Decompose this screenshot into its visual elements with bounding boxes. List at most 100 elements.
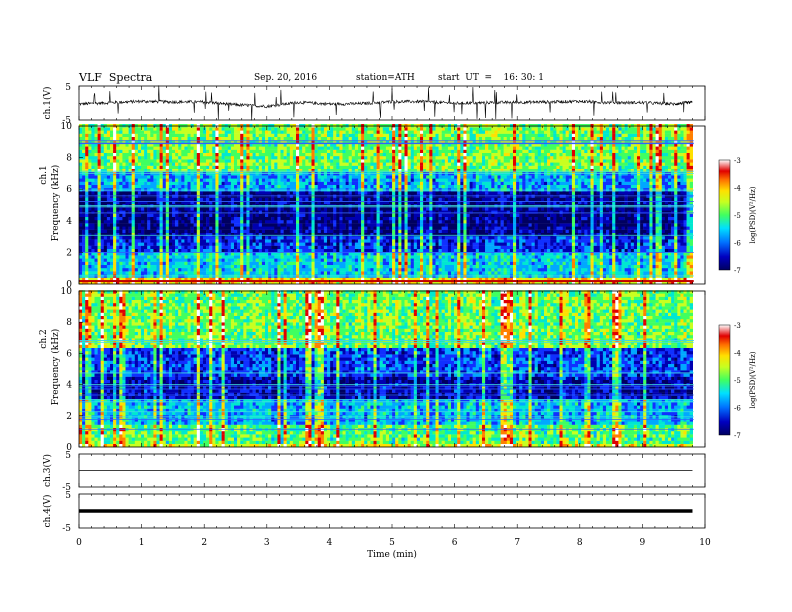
spectrogram-cell [423,271,427,275]
spectrogram-cell [184,229,188,233]
spectrogram-cell [596,220,600,224]
spectrogram-cell [265,236,269,240]
spectrogram-cell [649,188,653,192]
spectrogram-cell [178,213,185,217]
spectrogram-cell [168,248,173,253]
spectrogram-cell [265,271,269,275]
spectrogram-cell [103,258,108,262]
spectrogram-cell [522,229,529,233]
spectrogram-cell [544,245,548,249]
spectrogram-cell [674,216,678,221]
spectrogram-cell [373,191,377,195]
spectrogram-cell [141,220,145,224]
spectrogram-cell [435,264,439,269]
spectrogram-cell [289,242,294,246]
spectrogram-cell [128,248,132,253]
spectrogram-cell [193,271,197,275]
spectrogram-cell [637,248,641,253]
spectrogram-cell [147,277,151,281]
spectrogram-cell [575,181,579,185]
spectrogram-cell [286,252,290,256]
spectrogram-cell [488,277,492,281]
spectrogram-cell [392,200,396,205]
spectrogram-cell [379,207,393,211]
spectrogram-cell [513,252,517,256]
spectrogram-cell [106,213,111,217]
spectrogram-cell [646,264,650,269]
spectrogram-cell [584,248,591,253]
spectrogram-cell [423,220,427,224]
spectrogram-cell [354,261,359,265]
spectrogram-cell [240,216,244,221]
spectrogram-cell [218,184,225,189]
spectrogram-cell [277,245,281,249]
spectrogram-cell [621,261,631,265]
spectrogram-cell [209,216,216,221]
spectrogram-cell [599,207,604,211]
spectrogram-cell [438,216,442,221]
spectrogram-cell [615,236,619,240]
spectrogram-cell [358,277,362,281]
spectrogram-cell [289,229,294,233]
spectrogram-cell [503,226,507,230]
spectrogram-cell [354,232,359,237]
spectrogram-cell [500,200,504,205]
spectrogram-cell [82,277,86,281]
spectrogram-cell [599,188,604,192]
spectrogram-cell [249,229,256,233]
spectrogram-cell [280,252,284,256]
spectrogram-cell [438,271,442,275]
spectrogram-cell [367,191,371,195]
spectrogram-cell [401,220,405,224]
spectrogram-cell [640,261,644,265]
spectrogram-cell [106,280,111,285]
spectrogram-cell [196,226,201,230]
spectrogram-cell [602,216,607,221]
spectrogram-cell [116,181,120,185]
spectrogram-cell [413,210,421,214]
spectrogram-cell [441,197,445,201]
spectrogram-cell [581,197,585,201]
spectrogram-cell [85,229,89,233]
spectrogram-cell [187,268,191,272]
spectrogram-cell [475,229,486,233]
spectrogram-cell [85,213,89,217]
spectrogram-cell [131,216,135,221]
spectrogram-cell [240,207,244,211]
spectrogram-cell [420,229,424,233]
spectrogram-cell [503,248,507,253]
spectrogram-cell [150,277,154,281]
spectrogram-cell [113,261,117,265]
spectrogram-cell [113,245,117,249]
spectrogram-cell [181,232,185,237]
spectrogram-cell [410,264,414,269]
spectrogram-cell [491,184,495,189]
spectrogram-cell [249,261,259,265]
spectrogram-cell [389,255,393,259]
spectrogram-cell [680,229,684,233]
spectrogram-cell [426,229,433,233]
spectrogram-cell [395,280,399,285]
spectrogram-cell [128,184,132,189]
spectrogram-cell [150,236,157,240]
spectrogram-cell [119,268,123,272]
spectrogram-cell [432,216,436,221]
spectrogram-cell [175,200,182,205]
spectrogram-cell [97,220,101,224]
spectrogram-cell [500,223,504,227]
spectrogram-cell [116,239,120,243]
spectrogram-cell [516,280,523,285]
spectrogram-cell [364,248,374,253]
spectrogram-cell [168,261,176,265]
spectrogram-cell [395,261,399,265]
spectrogram-cell [640,258,644,262]
spectrogram-cell [680,188,684,192]
spectrogram-cell [230,197,235,201]
spectrogram-cell [88,248,92,253]
spectrogram-cell [274,178,278,182]
spectrogram-cell [274,229,278,233]
spectrogram-cell [367,268,371,272]
spectrogram-cell [336,188,340,192]
spectrogram-cell [550,261,554,265]
spectrogram-cell [522,252,526,256]
